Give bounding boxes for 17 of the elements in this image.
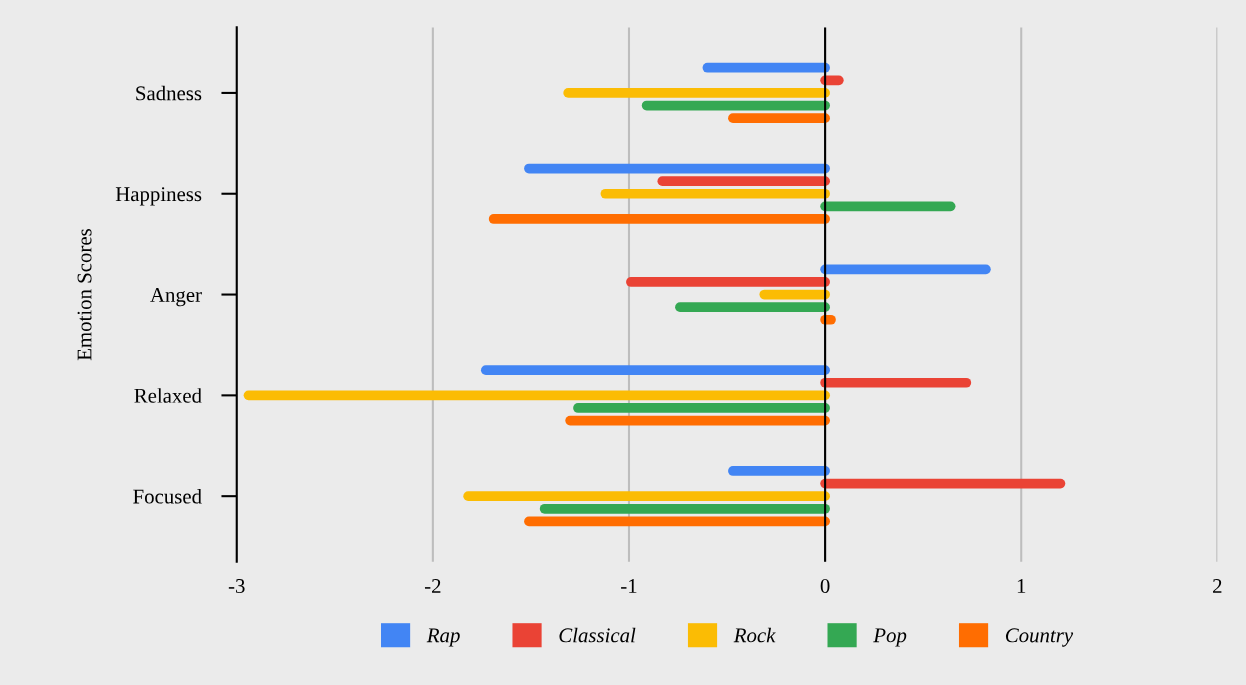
legend-label: Country xyxy=(1005,628,1074,647)
legend-label: Rock xyxy=(733,627,776,643)
y-tick-label: Relaxed xyxy=(134,388,202,403)
x-tick-label: 0 xyxy=(820,578,830,594)
x-tick-label: -1 xyxy=(621,579,637,593)
legend-label: Rap xyxy=(426,628,460,647)
y-axis-title: Emotion Scores xyxy=(77,229,92,361)
y-tick-label: Happiness xyxy=(115,187,202,206)
x-tick-label: 1 xyxy=(1017,579,1026,593)
y-tick-label: Sadness xyxy=(136,85,202,101)
y-tick-label: Anger xyxy=(150,288,202,307)
x-tick-label: -2 xyxy=(424,579,441,593)
legend-label: Classical xyxy=(559,627,636,643)
x-tick-label: -3 xyxy=(228,579,245,594)
legend-label: Pop xyxy=(873,628,907,647)
y-tick-label: Focused xyxy=(133,488,202,504)
x-tick-label: 2 xyxy=(1213,579,1222,593)
